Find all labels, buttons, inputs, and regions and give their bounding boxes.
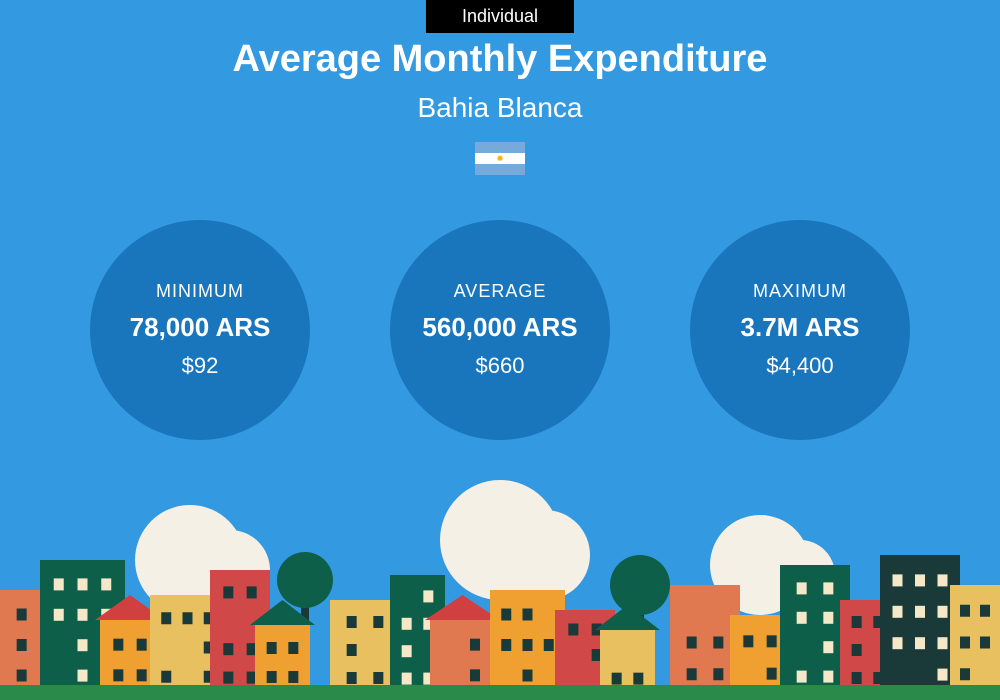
stat-label: MAXIMUM xyxy=(753,281,847,302)
stat-circle-average: AVERAGE 560,000 ARS $660 xyxy=(390,220,610,440)
stat-circle-maximum: MAXIMUM 3.7M ARS $4,400 xyxy=(690,220,910,440)
stat-circles-row: MINIMUM 78,000 ARS $92 AVERAGE 560,000 A… xyxy=(0,220,1000,440)
stat-circle-minimum: MINIMUM 78,000 ARS $92 xyxy=(90,220,310,440)
argentina-flag-icon: ✹ xyxy=(475,142,525,175)
category-tag: Individual xyxy=(426,0,574,33)
stat-label: AVERAGE xyxy=(454,281,547,302)
stat-amount: 78,000 ARS xyxy=(130,312,271,343)
stat-amount: 560,000 ARS xyxy=(422,312,577,343)
stat-usd: $4,400 xyxy=(766,353,833,379)
stat-usd: $660 xyxy=(476,353,525,379)
stat-label: MINIMUM xyxy=(156,281,244,302)
cityscape-illustration xyxy=(0,470,1000,700)
page-title: Average Monthly Expenditure xyxy=(0,38,1000,81)
stat-usd: $92 xyxy=(182,353,219,379)
stat-amount: 3.7M ARS xyxy=(741,312,860,343)
location-subtitle: Bahia Blanca xyxy=(0,92,1000,124)
